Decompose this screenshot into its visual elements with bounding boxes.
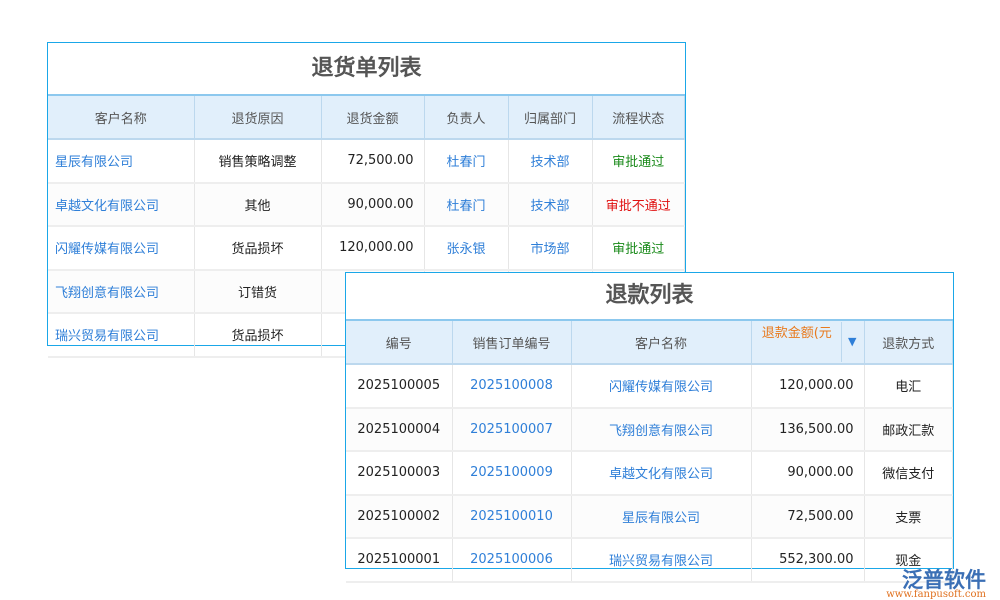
customer-link[interactable]: 卓越文化有限公司 bbox=[48, 182, 195, 227]
logo-name: 泛普软件 bbox=[902, 568, 986, 592]
column-header[interactable]: ▼ 退款金额(元 bbox=[751, 321, 865, 365]
column-header[interactable]: 退货金额 bbox=[321, 96, 425, 140]
owner-link[interactable]: 杜春门 bbox=[424, 182, 509, 227]
dept-link[interactable]: 技术部 bbox=[508, 182, 593, 227]
sales-order-link[interactable]: 2025100006 bbox=[452, 538, 572, 583]
column-header[interactable]: 销售订单编号 bbox=[452, 321, 572, 365]
panel-title: 退款列表 bbox=[346, 273, 953, 321]
refund-table: 编号 销售订单编号 客户名称 ▼ 退款金额(元 退款方式 2025100005 2025100… bbox=[346, 321, 953, 583]
customer-link[interactable]: 瑞兴贸易有限公司 bbox=[571, 538, 752, 583]
return-order-table: 客户名称 退货原因 退货金额 负责人 归属部门 流程状态 星辰有限公司 销售策略调整 72,50… bbox=[48, 96, 685, 358]
amount-cell: 90,000.00 bbox=[321, 182, 425, 227]
dept-link[interactable]: 市场部 bbox=[508, 226, 593, 271]
return-order-list-panel: 退货单列表 客户名称 退货原因 退货金额 负责人 归属部门 流程状态 星辰有限公司 销售策略调… bbox=[47, 42, 686, 358]
column-header[interactable]: 退货原因 bbox=[194, 96, 322, 140]
refund-id-cell: 2025100003 bbox=[346, 451, 453, 496]
table-row[interactable]: 2025100003 2025100009 卓越文化有限公司 90,000.00 微信支… bbox=[346, 451, 953, 496]
amount-cell: 72,500.00 bbox=[321, 139, 425, 184]
refund-amount-cell: 136,500.00 bbox=[751, 407, 865, 452]
table-row[interactable]: 2025100001 2025100006 瑞兴贸易有限公司 552,300.00 现金 bbox=[346, 538, 953, 583]
column-header[interactable]: 客户名称 bbox=[571, 321, 752, 365]
table-row[interactable]: 闪耀传媒有限公司 货品损坏 120,000.00 张永银 市场部 审批通过 bbox=[48, 226, 685, 271]
table-row[interactable]: 2025100002 2025100010 星辰有限公司 72,500.00 支票 bbox=[346, 494, 953, 539]
owner-link[interactable]: 杜春门 bbox=[424, 139, 509, 184]
dept-link[interactable]: 技术部 bbox=[508, 139, 593, 184]
table-row[interactable]: 2025100004 2025100007 飞翔创意有限公司 136,500.00 邮政… bbox=[346, 407, 953, 452]
customer-link[interactable]: 闪耀传媒有限公司 bbox=[571, 364, 752, 409]
refund-method-cell: 微信支付 bbox=[864, 451, 953, 496]
refund-method-cell: 支票 bbox=[864, 494, 953, 539]
amount-cell: 120,000.00 bbox=[321, 226, 425, 271]
status-cell: 审批通过 bbox=[592, 139, 685, 184]
status-cell: 审批不通过 bbox=[592, 182, 685, 227]
refund-method-cell: 邮政汇款 bbox=[864, 407, 953, 452]
sort-desc-icon[interactable]: ▼ bbox=[841, 322, 862, 362]
customer-link[interactable]: 星辰有限公司 bbox=[48, 139, 195, 184]
refund-id-cell: 2025100004 bbox=[346, 407, 453, 452]
refund-amount-cell: 90,000.00 bbox=[751, 451, 865, 496]
refund-method-cell: 现金 bbox=[864, 538, 953, 583]
column-header[interactable]: 负责人 bbox=[424, 96, 509, 140]
refund-list-panel: 退款列表 编号 销售订单编号 客户名称 ▼ 退款金额(元 退款方式 2025100005 20… bbox=[345, 272, 954, 583]
sales-order-link[interactable]: 2025100008 bbox=[452, 364, 572, 409]
customer-link[interactable]: 星辰有限公司 bbox=[571, 494, 752, 539]
column-header[interactable]: 流程状态 bbox=[592, 96, 685, 140]
column-header[interactable]: 退款方式 bbox=[864, 321, 953, 365]
column-header[interactable]: 客户名称 bbox=[48, 96, 195, 140]
refund-method-cell: 电汇 bbox=[864, 364, 953, 409]
customer-link[interactable]: 闪耀传媒有限公司 bbox=[48, 226, 195, 271]
column-header[interactable]: 编号 bbox=[346, 321, 453, 365]
refund-id-cell: 2025100002 bbox=[346, 494, 453, 539]
customer-link[interactable]: 卓越文化有限公司 bbox=[571, 451, 752, 496]
sales-order-link[interactable]: 2025100009 bbox=[452, 451, 572, 496]
status-cell: 审批通过 bbox=[592, 226, 685, 271]
reason-cell: 其他 bbox=[194, 182, 322, 227]
refund-id-cell: 2025100001 bbox=[346, 538, 453, 583]
customer-link[interactable]: 瑞兴贸易有限公司 bbox=[48, 313, 195, 358]
table-row[interactable]: 星辰有限公司 销售策略调整 72,500.00 杜春门 技术部 审批通过 bbox=[48, 139, 685, 184]
table-row[interactable]: 卓越文化有限公司 其他 90,000.00 杜春门 技术部 审批不通过 bbox=[48, 182, 685, 227]
logo-url: www.fanpusoft.com bbox=[886, 589, 986, 600]
column-header[interactable]: 归属部门 bbox=[508, 96, 593, 140]
customer-link[interactable]: 飞翔创意有限公司 bbox=[48, 269, 195, 314]
reason-cell: 货品损坏 bbox=[194, 226, 322, 271]
header-label: 退款金额(元 bbox=[761, 326, 832, 341]
reason-cell: 货品损坏 bbox=[194, 313, 322, 358]
owner-link[interactable]: 张永银 bbox=[424, 226, 509, 271]
refund-amount-cell: 120,000.00 bbox=[751, 364, 865, 409]
refund-amount-cell: 72,500.00 bbox=[751, 494, 865, 539]
reason-cell: 销售策略调整 bbox=[194, 139, 322, 184]
refund-amount-cell: 552,300.00 bbox=[751, 538, 865, 583]
customer-link[interactable]: 飞翔创意有限公司 bbox=[571, 407, 752, 452]
sales-order-link[interactable]: 2025100007 bbox=[452, 407, 572, 452]
sales-order-link[interactable]: 2025100010 bbox=[452, 494, 572, 539]
panel-title: 退货单列表 bbox=[48, 43, 685, 96]
reason-cell: 订错货 bbox=[194, 269, 322, 314]
table-row[interactable]: 2025100005 2025100008 闪耀传媒有限公司 120,000.00 电汇 bbox=[346, 364, 953, 409]
fanpu-logo: 泛普软件 www.fanpusoft.com bbox=[886, 570, 986, 600]
refund-id-cell: 2025100005 bbox=[346, 364, 453, 409]
